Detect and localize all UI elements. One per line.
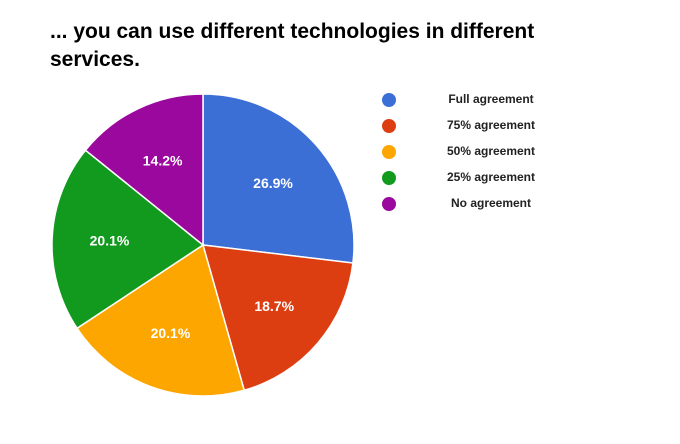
- legend-label: 25% agreement: [446, 170, 536, 184]
- slice-label-50-agreement: 20.1%: [151, 325, 191, 341]
- legend-item-75-agreement: 75% agreement: [374, 114, 574, 140]
- legend-item-25-agreement: 25% agreement: [374, 166, 574, 192]
- legend-label: No agreement: [450, 196, 532, 210]
- slice-label-75-agreement: 18.7%: [254, 298, 294, 314]
- pie-slice-no-agreement: [84, 93, 204, 247]
- legend-item-no-agreement: No agreement: [374, 192, 574, 218]
- legend-swatch-25-agreement: [382, 171, 396, 185]
- legend-label: Full agreement: [448, 92, 534, 106]
- legend-swatch-50-agreement: [382, 145, 396, 159]
- pie-slice-50-agreement: [76, 243, 246, 397]
- legend-swatch-75-agreement: [382, 119, 396, 133]
- slice-label-25-agreement: 20.1%: [90, 233, 130, 249]
- legend-item-50-agreement: 50% agreement: [374, 140, 574, 166]
- legend-label: 50% agreement: [446, 144, 536, 158]
- legend-swatch-full-agreement: [382, 93, 396, 107]
- legend-swatch-no-agreement: [382, 197, 396, 211]
- pie-slice-full-agreement: [202, 93, 355, 264]
- chart-title: ... you can use different technologies i…: [50, 20, 535, 71]
- slice-label-no-agreement: 14.2%: [143, 153, 183, 169]
- pie-slice-25-agreement: [51, 149, 205, 330]
- legend-label: 75% agreement: [446, 118, 536, 132]
- pie-slice-75-agreement: [201, 244, 354, 392]
- slice-label-full-agreement: 26.9%: [253, 175, 293, 191]
- legend: Full agreement 75% agreement 50% agreeme…: [374, 88, 574, 218]
- legend-item-full-agreement: Full agreement: [374, 88, 574, 114]
